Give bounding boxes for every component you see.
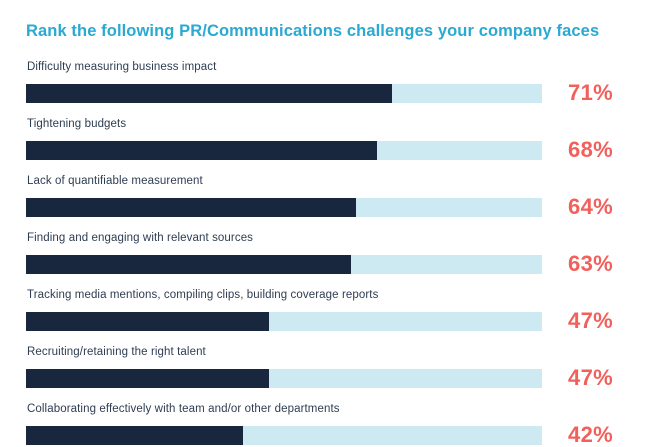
bar-line: 63% [26, 251, 657, 277]
value-label: 47% [568, 365, 613, 390]
value-label: 63% [568, 251, 613, 276]
bar-line: 47% [26, 365, 657, 391]
category-label: Tightening budgets [27, 118, 127, 130]
category-label: Recruiting/retaining the right talent [27, 346, 206, 358]
bar-line: 71% [26, 80, 657, 106]
value-label: 42% [568, 422, 613, 447]
value-label: 47% [568, 308, 613, 333]
bar-line: 68% [26, 137, 657, 163]
bar-track [26, 197, 542, 217]
value-label: 68% [568, 137, 613, 162]
bar-fill [26, 254, 352, 274]
value-label: 64% [568, 194, 613, 219]
value-label: 71% [568, 80, 613, 105]
bar-line: 42% [26, 422, 657, 447]
bar-row: Finding and engaging with relevant sourc… [26, 232, 657, 277]
bar-line: 47% [26, 308, 657, 334]
category-label: Collaborating effectively with team and/… [27, 403, 340, 415]
bar-fill [26, 425, 243, 445]
bar-track [26, 254, 542, 274]
bar-track [26, 425, 542, 445]
bar-rows: Difficulty measuring business impact 71% T… [26, 61, 657, 447]
bar-row: Collaborating effectively with team and/… [26, 403, 657, 447]
bar-row: Recruiting/retaining the right talent 47% [26, 346, 657, 391]
bar-track [26, 311, 542, 331]
bar-track [26, 368, 542, 388]
bar-row: Lack of quantifiable measurement 64% [26, 175, 657, 220]
bar-fill [26, 197, 357, 217]
bar-track [26, 83, 542, 103]
bar-track [26, 140, 542, 160]
bar-fill [26, 83, 393, 103]
category-label: Lack of quantifiable measurement [27, 175, 203, 187]
chart-title: Rank the following PR/Communications cha… [26, 22, 600, 40]
category-label: Finding and engaging with relevant sourc… [27, 232, 254, 244]
bar-fill [26, 311, 269, 331]
bar-row: Tightening budgets 68% [26, 118, 657, 163]
bar-row: Difficulty measuring business impact 71% [26, 61, 657, 106]
bar-fill [26, 140, 377, 160]
bar-fill [26, 368, 269, 388]
category-label: Tracking media mentions, compiling clips… [27, 289, 379, 301]
bar-line: 64% [26, 194, 657, 220]
bar-row: Tracking media mentions, compiling clips… [26, 289, 657, 334]
category-label: Difficulty measuring business impact [27, 61, 217, 73]
